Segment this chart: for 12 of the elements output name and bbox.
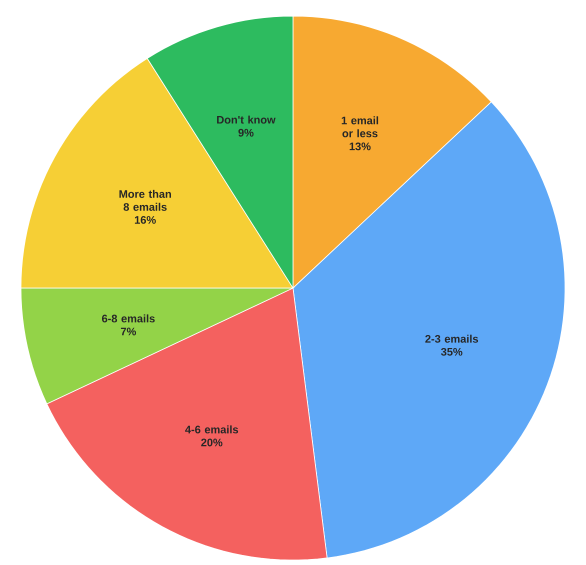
slice-label: 2-3 emails [425,334,478,343]
data-label: 16% [134,216,156,224]
data-label: 7% [120,328,136,336]
data-label: 35% [440,348,462,356]
slice-label: 4-6 emails [185,425,238,434]
slice-label: 1 email or less [342,116,378,138]
slice-label: More than 8 emails [119,190,171,211]
data-label: 20% [201,438,222,446]
slice-label: 6-8 emails [102,314,155,322]
slice-label: Don't know [217,116,276,124]
data-label: 13% [350,142,371,150]
data-label: 9% [238,128,254,137]
